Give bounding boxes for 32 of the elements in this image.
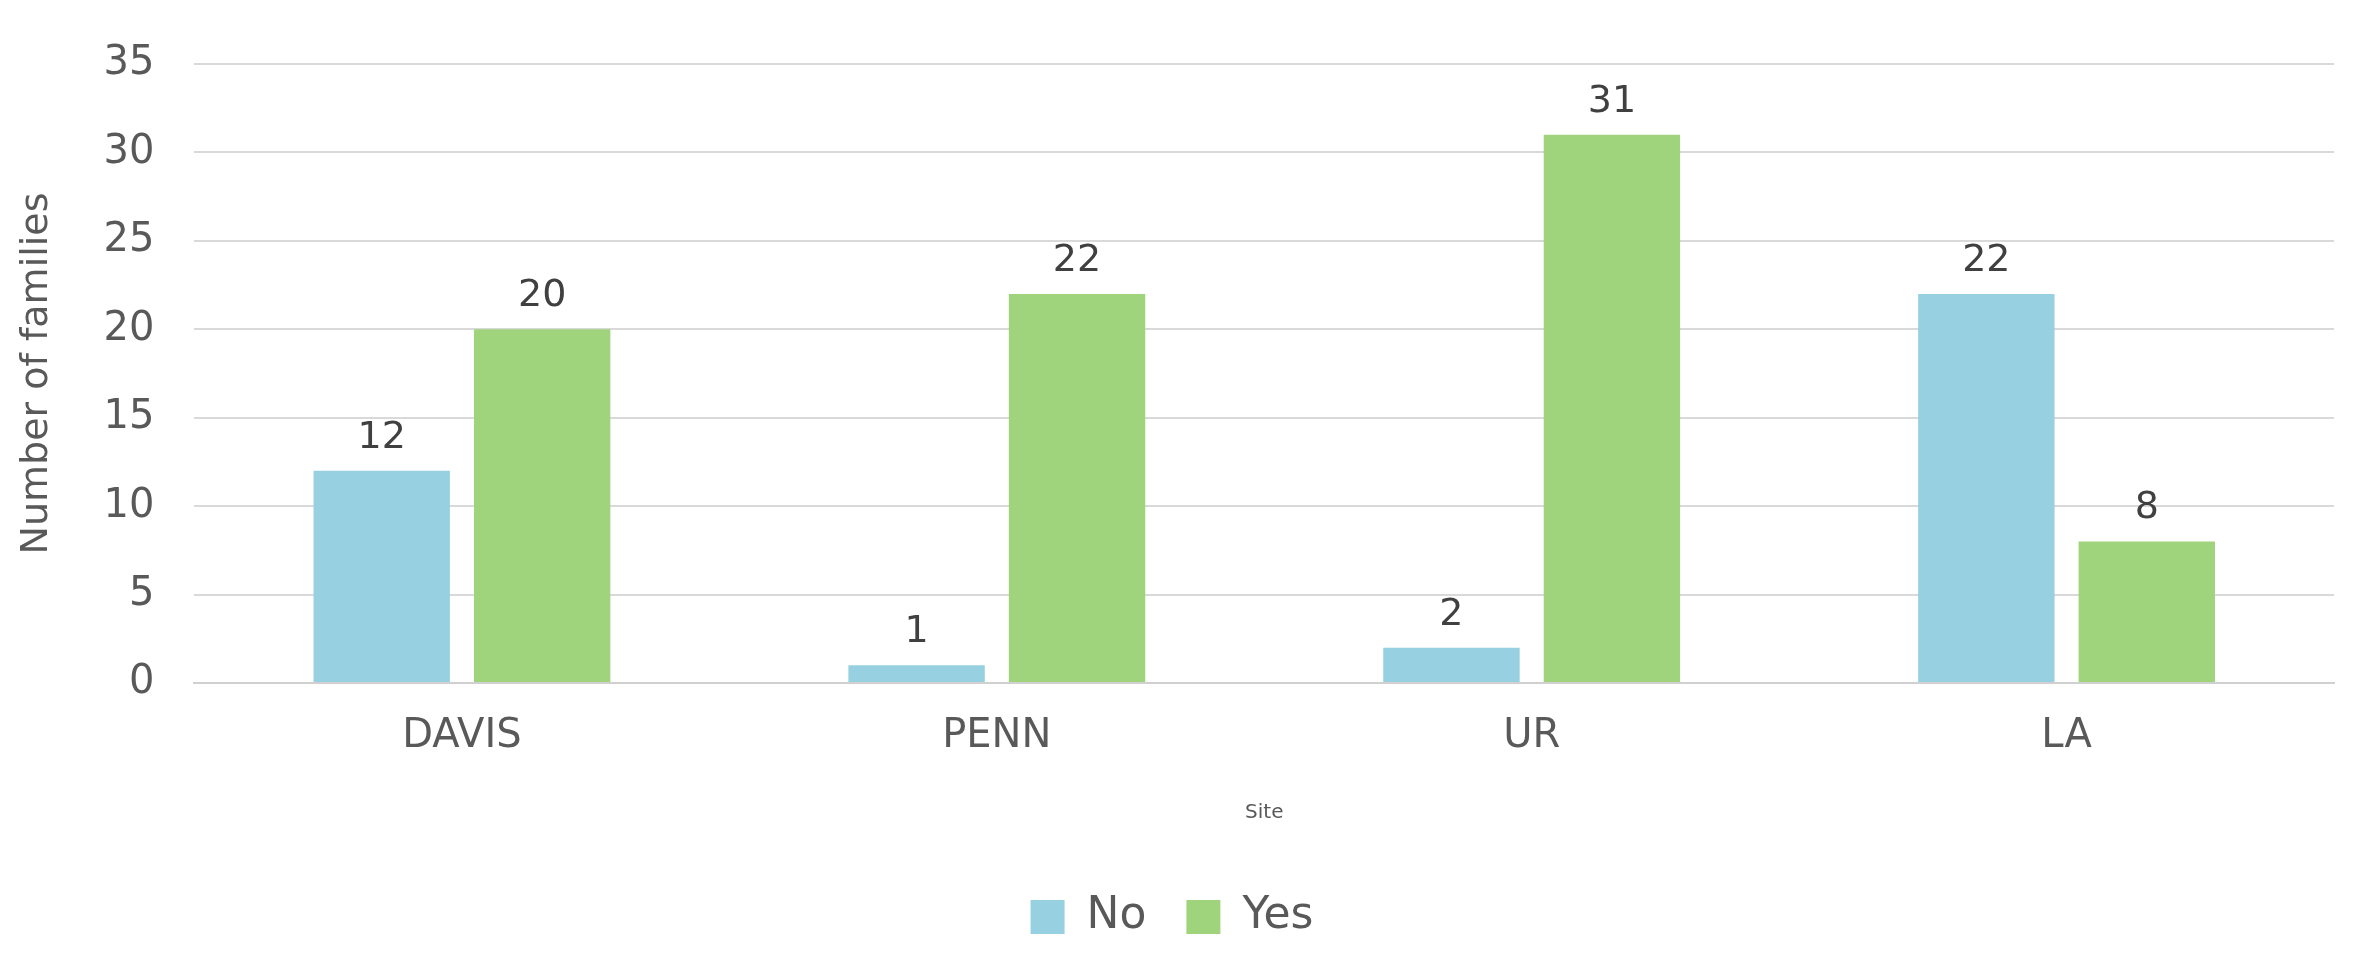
data-label: 22	[1962, 235, 2011, 280]
bar	[473, 329, 611, 682]
data-label: 22	[1052, 235, 1102, 280]
y-tick-label: 25	[103, 214, 155, 261]
y-tick-label: 35	[103, 37, 155, 84]
legend-label: No	[1086, 887, 1147, 939]
bar	[313, 470, 450, 682]
bar	[1543, 134, 1681, 682]
y-tick-label: 20	[103, 302, 155, 349]
bar	[1008, 293, 1146, 682]
x-tick-label: UR	[1503, 710, 1561, 757]
data-label: 12	[357, 412, 406, 457]
data-label: 20	[517, 271, 567, 316]
y-tick-label: 30	[103, 125, 155, 172]
y-axis-title: Number of families	[11, 192, 56, 555]
y-tick-label: 0	[129, 656, 155, 703]
y-tick-label: 15	[103, 391, 155, 438]
bar	[848, 665, 985, 682]
y-tick-label: 10	[103, 479, 155, 526]
bar	[1383, 647, 1520, 682]
x-tick-label: LA	[2041, 710, 2093, 757]
y-tick-label: 5	[129, 567, 155, 614]
data-label: 8	[2134, 483, 2159, 528]
x-axis-title: Site	[1245, 799, 1284, 824]
data-label: 2	[1439, 589, 1464, 634]
bar	[1918, 293, 2055, 682]
bar	[2078, 541, 2215, 682]
x-tick-label: PENN	[942, 710, 1052, 757]
data-label: 31	[1587, 76, 1637, 121]
data-label: 1	[904, 607, 929, 652]
legend-label: Yes	[1241, 887, 1314, 939]
x-tick-label: DAVIS	[402, 710, 522, 757]
